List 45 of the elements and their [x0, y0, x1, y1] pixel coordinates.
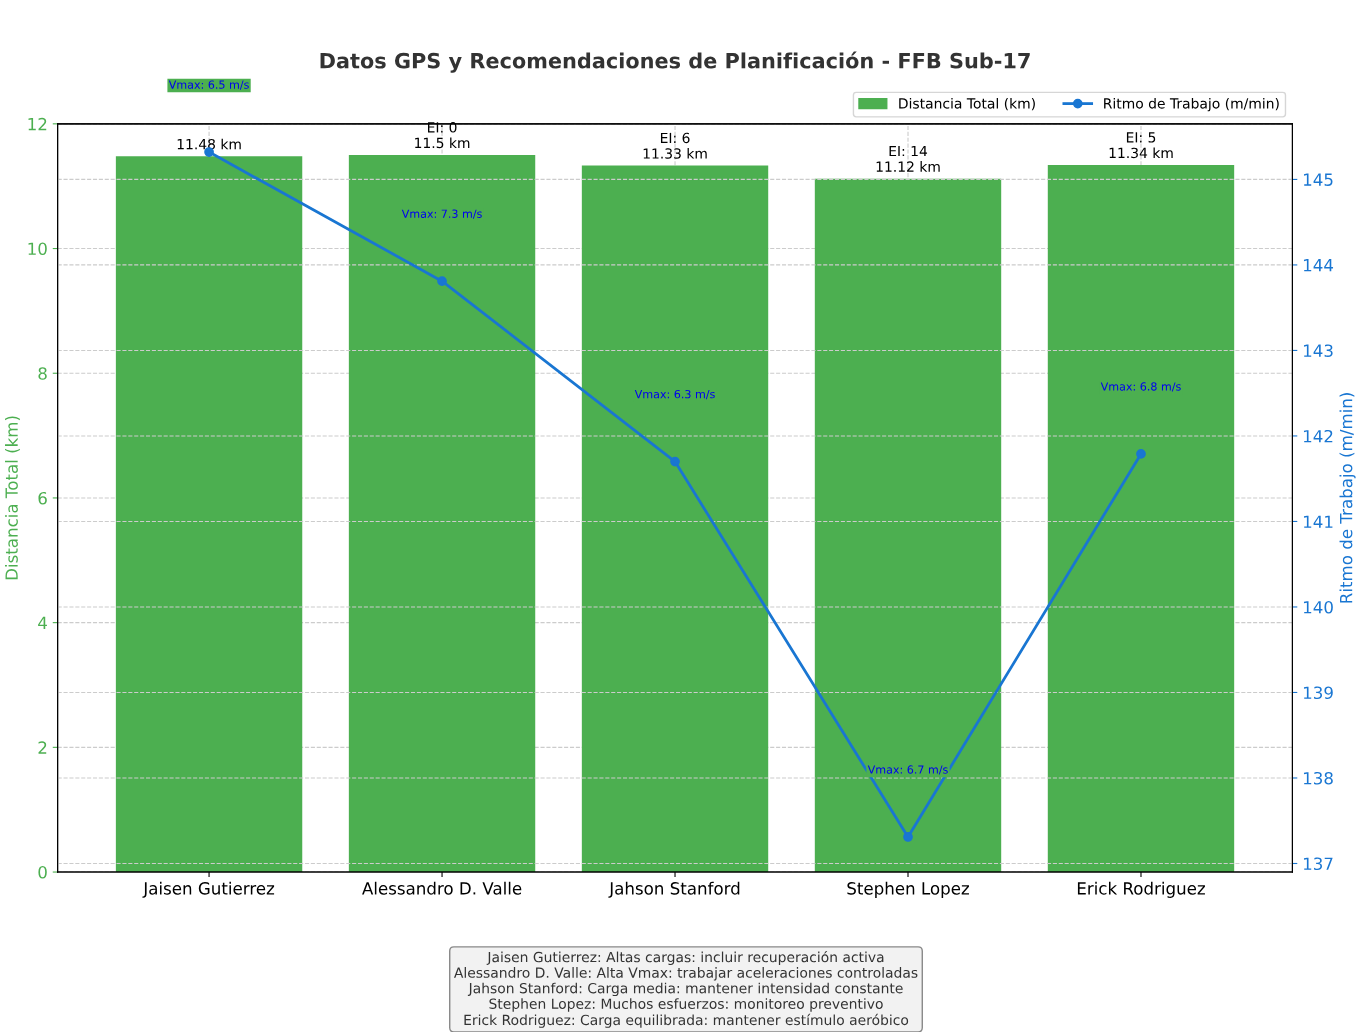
y-tick-label: 10: [28, 242, 47, 256]
text: Erick Rodriguez: Carga equilibrada: mantener estímulo aeróbico: [464, 1013, 909, 1028]
y2-tick-label: 141: [1303, 515, 1333, 528]
data-label: EI: 0 11.5 km: [415, 122, 470, 149]
data-label: EI: 14 11.12 km: [876, 145, 940, 172]
y2-tick-label: 137: [1303, 857, 1333, 871]
annotation: Vmax: 6.7 m/s: [867, 765, 948, 775]
y2-tick-label: 142: [1303, 429, 1333, 443]
y-tick-label: 6: [38, 491, 47, 505]
y-tick-label: 2: [38, 741, 47, 754]
x-tick-label: Jaisen Gutierrez: [142, 881, 275, 898]
text: Alessandro D. Valle: Alta Vmax: trabajar aceleraciones controladas: [454, 967, 918, 981]
text: Stephen Lopez: Muchos esfuerzos: monitoreo preventivo: [489, 998, 883, 1012]
data-label: EI: 5 11.34 km: [1109, 132, 1173, 159]
y2-tick-label: 138: [1303, 771, 1333, 785]
annotation: Vmax: 7.3 m/s: [401, 209, 482, 219]
y2-tick-label: 144: [1303, 259, 1334, 272]
y2-tick-label: 143: [1303, 344, 1333, 358]
y2-axis-title: Ritmo de Trabajo (m/min): [1339, 393, 1356, 603]
data-label: 11.48 km: [177, 138, 241, 150]
y-tick-label: 0: [38, 866, 47, 879]
y2-tick-label: 139: [1303, 686, 1333, 700]
x-tick-label: Jahson Stanford: [608, 881, 740, 898]
y-axis-title: Distancia Total (km): [5, 416, 20, 580]
legend-label: Distancia Total (km): [899, 97, 1035, 111]
annotation: Vmax: 6.8 m/s: [1100, 382, 1181, 392]
y2-tick-label: 140: [1303, 600, 1333, 614]
point: [670, 456, 680, 467]
y-tick-label: 8: [38, 367, 47, 380]
y-tick-label: 4: [38, 616, 47, 629]
data-label: EI: 6 11.33 km: [643, 132, 707, 159]
point: [903, 832, 913, 842]
text: Vmax: 6.5 m/s: [168, 80, 249, 90]
x-tick-label: Alessandro D. Valle: [362, 881, 522, 895]
text: Jahson Stanford: Carga media: mantener intensidad constante: [467, 982, 903, 997]
y2-tick-label: 145: [1303, 173, 1333, 186]
annotation: Vmax: 6.3 m/s: [634, 389, 715, 400]
y-tick-label: 12: [28, 117, 47, 131]
x-tick-label: Stephen Lopez: [847, 881, 969, 898]
x-tick-label: Erick Rodriguez: [1077, 881, 1205, 898]
point: [1136, 449, 1146, 459]
text: Jaisen Gutierrez: Altas cargas: incluir recuperación activa: [486, 951, 884, 965]
point: [437, 276, 447, 287]
chart-title: Datos GPS y Recomendaciones de Planificación - FFB Sub-17: [320, 51, 1030, 73]
legend-label: Ritmo de Trabajo (m/min): [1104, 97, 1279, 112]
